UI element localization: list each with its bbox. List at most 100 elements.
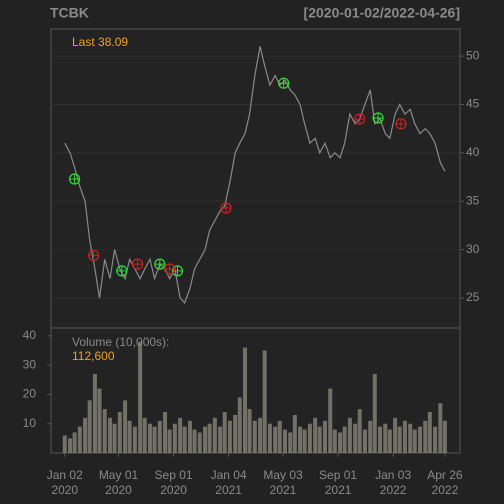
sell-signal [88,249,100,262]
volume-bar [347,417,352,453]
y-tick-label: 40 [23,328,37,342]
volume-bar [187,420,192,453]
volume-bar [167,429,172,453]
signal-cross [278,78,289,89]
volume-bar [138,341,143,453]
volume-bar [332,429,337,453]
last-price: Last 38.09 [72,35,128,49]
volume-bar [378,426,383,453]
volume-last: 112,600 [72,349,115,363]
volume-bar [72,432,77,453]
volume-bar [357,409,362,453]
volume-bar [387,429,392,453]
x-tick-label: May 01 2020 [98,468,139,497]
signal-cross [164,263,175,274]
volume-bar [117,412,122,453]
signal-cross [88,250,99,261]
volume-bar [77,426,82,453]
volume-bar [197,432,202,453]
buy-signal [278,77,290,89]
volume-bar [152,426,157,453]
x-tick-label: Jan 02 2020 [46,468,83,497]
volume-bar [62,435,67,453]
volume-bar [292,414,297,453]
volume-bar [97,388,102,453]
y-tick-label: 35 [466,193,480,207]
volume-bar [178,417,183,453]
volume-bar [427,412,432,453]
last-value: 38.09 [98,35,128,49]
volume-bar [247,409,252,453]
volume-bar [127,420,132,453]
volume-bar [418,426,423,453]
volume-bar [182,426,187,453]
y-tick-label: 25 [466,290,480,304]
signal-cross [354,113,365,124]
buy-signal [372,112,384,124]
volume-bar [203,426,208,453]
y-tick-label: 20 [23,387,37,401]
volume-bar [252,420,257,453]
volume-bar [172,423,177,453]
volume-bar [302,429,307,453]
volume-bar [227,420,232,453]
volume-bar [83,417,88,453]
volume-bar [423,420,428,453]
volume-bar [383,423,388,453]
last-label: Last [72,35,95,49]
volume-bar [262,350,267,453]
volume-bar [107,417,112,453]
signal-cross [373,113,384,124]
signal-cross [154,259,165,270]
volume-bar [362,429,367,453]
volume-bar [353,423,358,453]
x-tick-label: Sep 01 2020 [154,468,193,497]
volume-bar [372,373,377,453]
volume-bar [277,420,282,453]
volume-bar [68,438,73,453]
volume-bar [267,423,272,453]
volume-bar [328,388,333,453]
volume-bar [237,397,242,453]
volume-bar [342,426,347,453]
sell-signal [220,202,232,214]
buy-signal [116,265,128,277]
date-range: [2020-01-02/2022-04-26] [304,5,460,21]
y-tick-label: 50 [466,48,480,62]
volume-bar [163,412,168,453]
volume-bar [338,432,343,453]
volume-bar [397,426,402,453]
volume-bar [433,426,438,453]
volume-bar [243,347,248,453]
buy-signal [68,173,81,185]
volume-bar [192,429,197,453]
y-tick-label: 30 [466,242,480,256]
volume-bar [112,423,117,453]
volume-bar [102,409,107,453]
y-tick-label: 40 [466,145,480,159]
volume-bar [157,420,162,453]
x-tick-label: May 03 2021 [263,468,303,497]
buy-signal [154,258,166,270]
volume-bar [313,417,318,453]
volume-bar [222,412,227,453]
signal-cross [221,203,232,214]
sell-signal [354,113,366,125]
symbol: TCBK [50,5,89,21]
volume-bar [207,423,212,453]
volume-bar [123,400,128,453]
y-tick-label: 30 [23,357,37,371]
volume-bar [317,426,322,453]
volume-bar [212,417,217,453]
sell-signal [395,118,407,130]
volume-bar [142,417,147,453]
volume-bar [147,423,152,453]
volume-bar [132,426,137,453]
y-tick-label: 45 [466,97,480,111]
sell-signal [164,263,176,275]
x-tick-label: Sep 01 2021 [319,468,358,497]
x-tick-label: Jan 04 2021 [210,468,247,497]
volume-bar [258,417,263,453]
